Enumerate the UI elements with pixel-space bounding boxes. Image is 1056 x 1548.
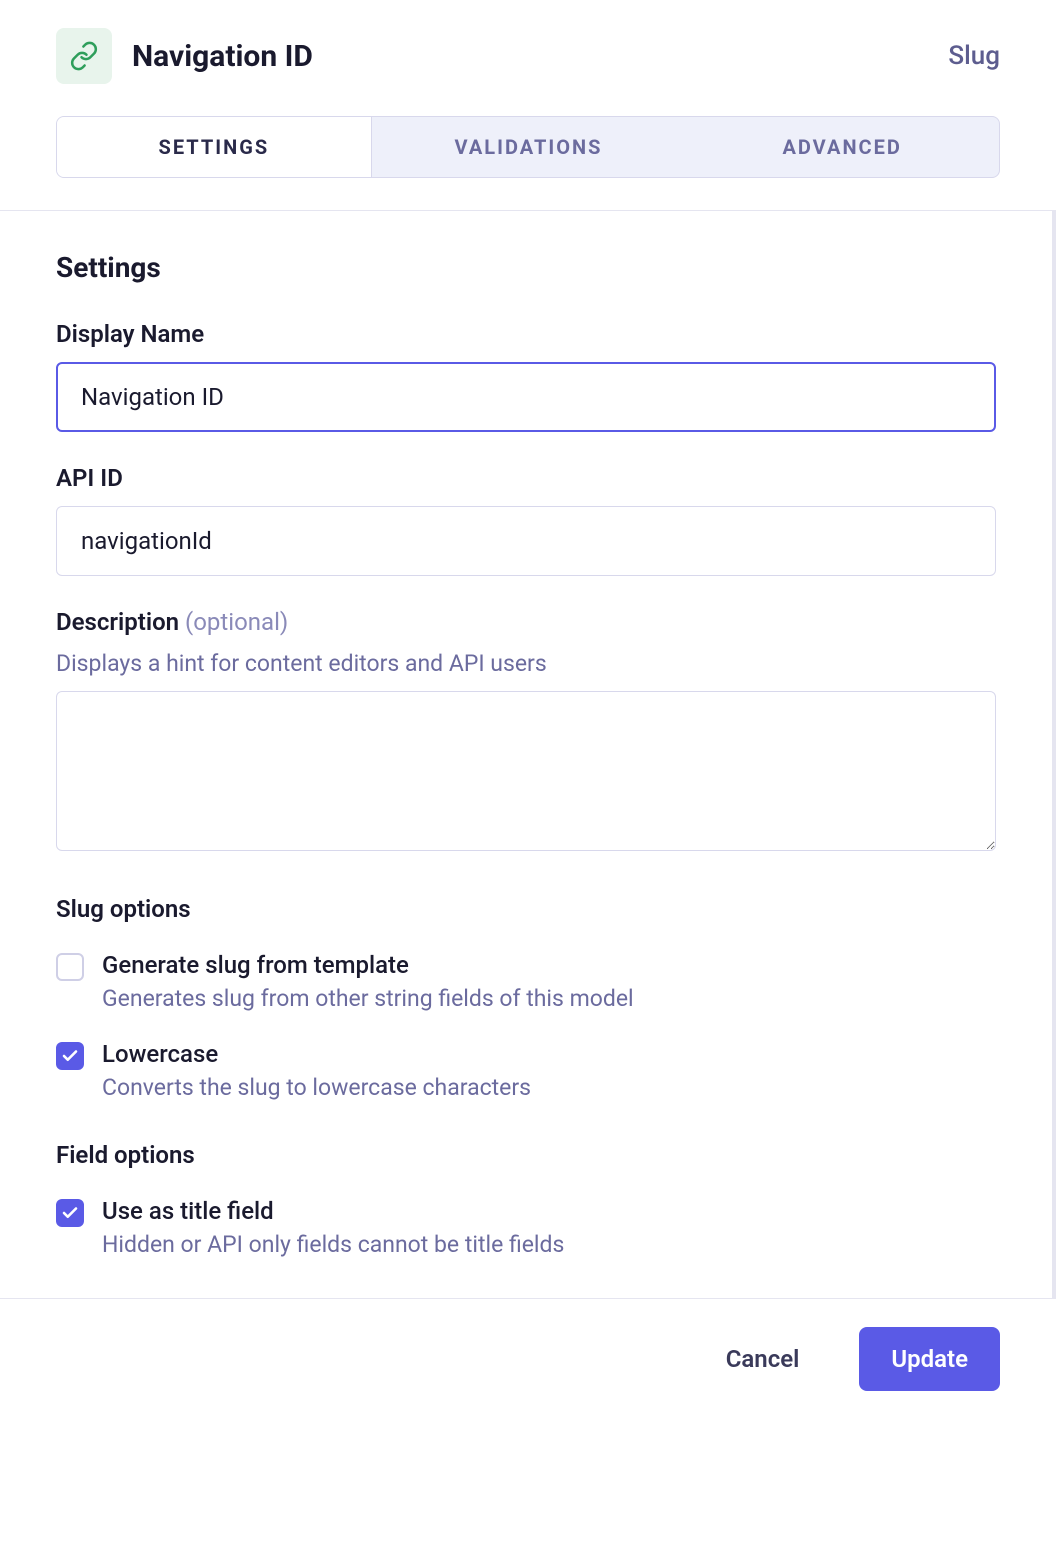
display-name-label: Display Name xyxy=(56,320,996,348)
modal-body: Settings Display Name API ID Description… xyxy=(0,211,1056,1298)
description-label-text: Description xyxy=(56,608,179,636)
tabs: Settings Validations Advanced xyxy=(56,116,1000,178)
field-options-title: Field options xyxy=(56,1141,996,1169)
description-label: Description (optional) xyxy=(56,608,996,636)
description-field: Description (optional) Displays a hint f… xyxy=(56,608,996,855)
field-type-label: Slug xyxy=(948,41,1000,71)
api-id-label: API ID xyxy=(56,464,996,492)
description-optional-tag: (optional) xyxy=(185,608,288,636)
description-hint: Displays a hint for content editors and … xyxy=(56,650,996,677)
display-name-field: Display Name xyxy=(56,320,996,432)
api-id-field: API ID xyxy=(56,464,996,576)
slug-options-title: Slug options xyxy=(56,895,996,923)
generate-slug-desc: Generates slug from other string fields … xyxy=(102,985,996,1012)
lowercase-row: Lowercase Converts the slug to lowercase… xyxy=(56,1040,996,1101)
api-id-input[interactable] xyxy=(56,506,996,576)
title-field-label: Use as title field xyxy=(102,1197,996,1225)
slug-icon xyxy=(56,28,112,84)
generate-slug-text: Generate slug from template Generates sl… xyxy=(102,951,996,1012)
tab-validations[interactable]: Validations xyxy=(372,117,686,177)
lowercase-text: Lowercase Converts the slug to lowercase… xyxy=(102,1040,996,1101)
cancel-button[interactable]: Cancel xyxy=(694,1327,832,1391)
generate-slug-label: Generate slug from template xyxy=(102,951,996,979)
title-field-desc: Hidden or API only fields cannot be titl… xyxy=(102,1231,996,1258)
title-field-checkbox[interactable] xyxy=(56,1199,84,1227)
field-title: Navigation ID xyxy=(132,39,313,74)
tab-advanced[interactable]: Advanced xyxy=(685,117,999,177)
field-settings-modal: Navigation ID Slug Settings Validations … xyxy=(0,0,1056,1419)
generate-slug-row: Generate slug from template Generates sl… xyxy=(56,951,996,1012)
header-top-row: Navigation ID Slug xyxy=(56,28,1000,84)
modal-header: Navigation ID Slug Settings Validations … xyxy=(0,0,1056,178)
tab-settings[interactable]: Settings xyxy=(57,117,372,177)
generate-slug-checkbox[interactable] xyxy=(56,953,84,981)
update-button[interactable]: Update xyxy=(859,1327,1000,1391)
lowercase-label: Lowercase xyxy=(102,1040,996,1068)
title-field-row: Use as title field Hidden or API only fi… xyxy=(56,1197,996,1258)
header-left: Navigation ID xyxy=(56,28,313,84)
title-field-text: Use as title field Hidden or API only fi… xyxy=(102,1197,996,1258)
display-name-input[interactable] xyxy=(56,362,996,432)
lowercase-desc: Converts the slug to lowercase character… xyxy=(102,1074,996,1101)
modal-footer: Cancel Update xyxy=(0,1298,1056,1419)
lowercase-checkbox[interactable] xyxy=(56,1042,84,1070)
description-input[interactable] xyxy=(56,691,996,851)
section-title: Settings xyxy=(56,251,996,284)
